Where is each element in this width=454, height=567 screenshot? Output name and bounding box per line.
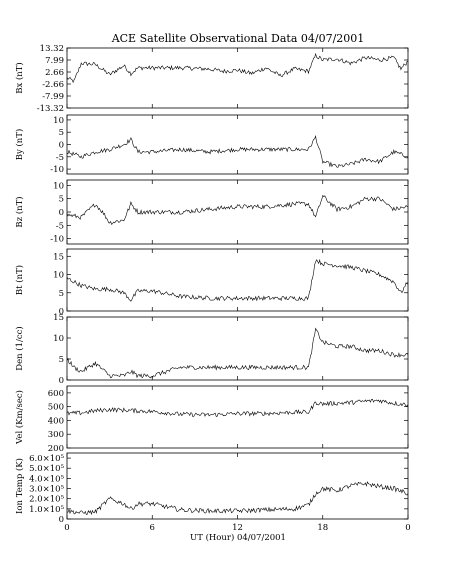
y-tick-label: 5	[59, 195, 64, 205]
figure-title: ACE Satellite Observational Data 04/07/2…	[111, 32, 365, 45]
data-series-bt-nt	[66, 258, 409, 302]
x-axis-label: UT (Hour) 04/07/2001	[190, 532, 286, 543]
y-tick-label: 0	[59, 141, 64, 151]
y-axis-label: Ion Temp (K)	[14, 458, 25, 514]
y-tick-label: 500	[48, 403, 64, 413]
y-tick-label: 10	[53, 334, 64, 344]
panel-frame	[66, 452, 409, 520]
panel-den-1-cc: 15 10 5 0 Den (1/cc)	[14, 313, 409, 386]
y-tick-label: 300	[48, 430, 64, 440]
y-tick-label: -2.66	[42, 80, 64, 90]
panel-bx-nt: 13.32 7.99 2.66 -2.66 -7.99 -13.32 Bx (nT)	[14, 44, 409, 114]
panel-frame	[66, 248, 409, 312]
y-tick-label: 10	[53, 116, 64, 126]
y-tick-label: -5	[56, 221, 64, 231]
y-axis-label: Bx (nT)	[14, 62, 25, 94]
x-tick-label: 0	[64, 523, 69, 533]
y-tick-label: 5	[59, 355, 64, 365]
y-axis-label: Bz (nT)	[14, 196, 25, 227]
x-tick-label: 12	[232, 523, 243, 533]
y-tick-label: 13.32	[40, 44, 64, 54]
panel-frame	[66, 385, 409, 449]
panel-frame	[66, 47, 409, 109]
data-series-by-nt	[66, 135, 409, 168]
panel-frame	[66, 114, 409, 175]
panel-by-nt: 10 5 0 -5 -10 By (nT)	[14, 114, 409, 175]
y-tick-label: 5	[59, 289, 64, 299]
y-tick-label: 2.0×10⁵	[29, 495, 64, 505]
y-tick-label: -5	[56, 153, 64, 163]
y-axis-label: By (nT)	[14, 129, 25, 161]
y-tick-label: 0	[59, 307, 64, 317]
x-axis: UT (Hour) 04/07/2001 0 6 12 18 0	[64, 523, 410, 543]
y-tick-label: 4.0×10⁵	[29, 474, 64, 484]
panel-bz-nt: 10 5 0 -5 -10 Bz (nT)	[14, 179, 409, 245]
y-tick-label: -13.32	[37, 104, 64, 114]
x-tick-label: 6	[150, 523, 155, 533]
y-tick-label: 400	[48, 416, 64, 426]
y-tick-label: 5	[59, 128, 64, 138]
y-tick-label: 10	[53, 271, 64, 281]
data-series-vel-km-sec	[66, 398, 409, 417]
data-series-bz-nt	[66, 194, 409, 225]
y-tick-label: 2.66	[45, 68, 64, 78]
data-series-bx-nt	[66, 52, 409, 84]
y-axis-label: Den (1/cc)	[14, 326, 25, 370]
panel-ion-temp-k: 6.0×10⁵5.0×10⁵4.0×10⁵3.0×10⁵2.0×10⁵1.0×1…	[14, 452, 409, 525]
y-tick-label: 15	[53, 252, 64, 262]
y-tick-label: -7.99	[42, 92, 64, 102]
y-tick-label: 0	[59, 515, 64, 525]
panel-bt-nt: 15 10 5 0 Bt (nT)	[14, 248, 409, 317]
y-tick-label: 7.99	[45, 56, 64, 66]
x-tick-label: 0	[405, 523, 410, 533]
y-tick-label: -10	[50, 235, 64, 245]
y-tick-label: 200	[48, 444, 64, 454]
y-tick-label: 0	[59, 208, 64, 218]
x-tick-label: 18	[317, 523, 328, 533]
y-tick-label: -10	[50, 165, 64, 175]
y-axis-label: Vel (Km/sec)	[14, 390, 25, 445]
panel-frame	[66, 179, 409, 245]
y-tick-label: 15	[53, 313, 64, 323]
y-tick-label: 5.0×10⁵	[29, 464, 64, 474]
y-axis-label: Bt (nT)	[14, 265, 25, 295]
panel-vel-km-sec: 600 500 400 300 200 Vel (Km/sec)	[14, 385, 409, 454]
y-tick-label: 10	[53, 181, 64, 191]
y-tick-label: 1.0×10⁵	[29, 505, 64, 515]
y-tick-label: 3.0×10⁵	[29, 485, 64, 495]
y-tick-label: 6.0×10⁵	[29, 454, 64, 464]
data-series-ion-temp-k	[66, 481, 409, 516]
y-tick-label: 0	[59, 376, 64, 386]
data-series-den-1-cc	[66, 327, 409, 379]
y-tick-label: 600	[48, 389, 64, 399]
